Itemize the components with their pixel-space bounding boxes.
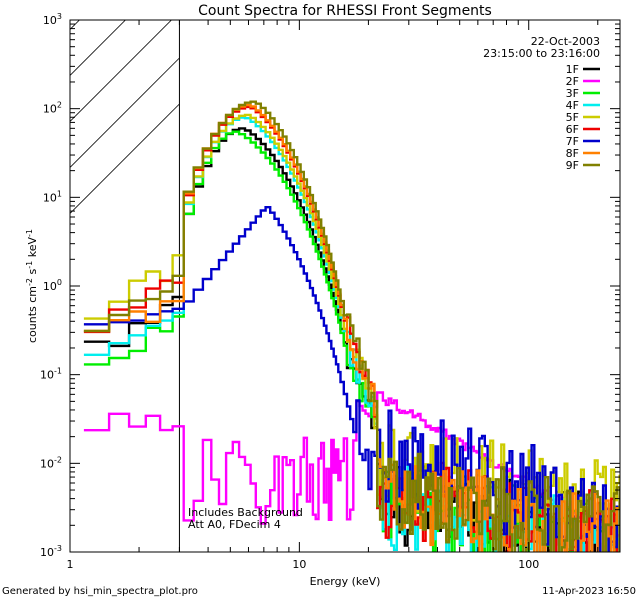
legend-label-7F: 7F: [566, 135, 579, 148]
y-label-exp-f: -1: [25, 229, 34, 237]
hatch-line: [70, 103, 180, 214]
y-tick-label: 10-3: [40, 544, 62, 559]
legend-label-9F: 9F: [566, 159, 579, 172]
legend-label-4F: 4F: [566, 99, 579, 112]
attenuator-hatch-region: [70, 20, 180, 552]
y-label-part-c: s: [26, 268, 39, 277]
hatch-line: [70, 20, 126, 76]
axis-ticks: 1 10 100 10-3 10-2 10-1 100 101 102 103: [40, 12, 620, 571]
y-tick-label: 10-1: [40, 367, 62, 382]
y-axis-label: counts cm-2 s-1 keV-1: [25, 229, 39, 343]
y-label-part-e: keV: [26, 237, 39, 261]
hatch-line: [70, 57, 180, 168]
legend-label-8F: 8F: [566, 147, 579, 160]
annotation-attenuator: Att A0, FDecim 4: [188, 518, 281, 531]
series-layer: [83, 100, 620, 552]
footer-generator: Generated by hsi_min_spectra_plot.pro: [2, 586, 198, 597]
time-range-label: 23:15:00 to 23:16:00: [483, 47, 600, 60]
legend-label-3F: 3F: [566, 87, 579, 100]
legend-label-6F: 6F: [566, 123, 579, 136]
x-axis-label: Energy (keV): [310, 575, 381, 588]
x-tick-label: 1: [67, 558, 74, 571]
series-line-7F: [83, 206, 620, 552]
y-tick-label: 103: [43, 12, 62, 27]
legend-label-1F: 1F: [566, 63, 579, 76]
y-tick-label: 102: [43, 101, 62, 116]
x-tick-label: 100: [518, 558, 539, 571]
y-tick-label: 100: [43, 278, 62, 293]
legend-label-5F: 5F: [566, 111, 579, 124]
y-tick-label: 101: [43, 189, 62, 204]
x-tick-label: 10: [292, 558, 306, 571]
y-label-exp-d: -1: [25, 261, 34, 269]
y-label-exp-b: -2: [25, 278, 34, 286]
y-label-part-a: counts cm: [26, 286, 39, 343]
hatch-line: [70, 20, 172, 122]
chart-title: Count Spectra for RHESSI Front Segments: [198, 3, 492, 19]
series-line-9F: [83, 100, 620, 552]
footer-timestamp: 11-Apr-2023 16:50: [542, 586, 636, 597]
date-label: 22-Oct-2003: [531, 35, 600, 48]
legend-label-2F: 2F: [566, 75, 579, 88]
annotation-background: Includes Background: [188, 506, 303, 519]
y-tick-label: 10-2: [40, 455, 62, 470]
svg-text:counts cm-2 s-1 keV-1: counts cm-2 s-1 keV-1: [25, 229, 39, 343]
